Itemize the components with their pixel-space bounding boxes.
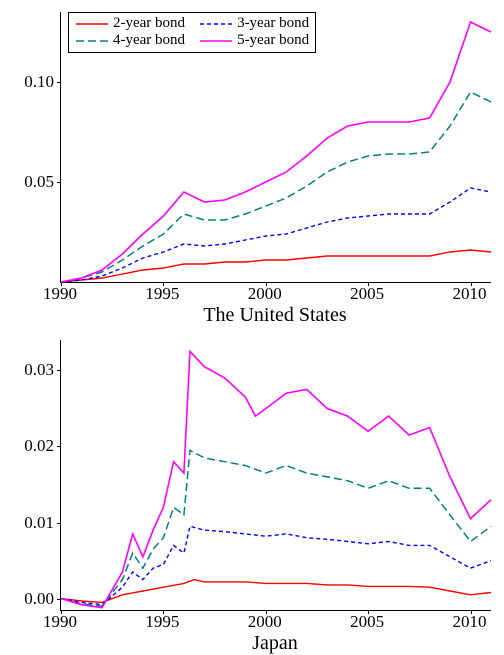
xtick-label: 2005	[350, 610, 384, 632]
xtick-label: 2010	[453, 282, 487, 304]
ytick-label: 0.05	[24, 172, 60, 192]
legend-item: 5-year bond	[199, 32, 309, 49]
legend-item: 2-year bond	[75, 15, 185, 32]
series-line	[61, 526, 491, 604]
ytick-label: 0.01	[24, 513, 60, 533]
ytick-label: 0.10	[24, 72, 60, 92]
legend-swatch-icon	[199, 34, 233, 48]
figure-root: 0.050.1019901995200020052010The United S…	[0, 0, 504, 652]
legend-label: 3-year bond	[237, 15, 309, 32]
legend-item: 4-year bond	[75, 32, 185, 49]
xtick-label: 2005	[350, 282, 384, 304]
ytick-label: 0.03	[24, 360, 60, 380]
series-line	[61, 92, 491, 282]
series-line	[61, 250, 491, 282]
series-line	[61, 188, 491, 282]
legend: 2-year bond 3-year bond 4-year bond 5-year …	[68, 12, 316, 53]
xtick-label: 2000	[248, 282, 282, 304]
xtick-label: 2010	[453, 610, 487, 632]
xtick-label: 2000	[248, 610, 282, 632]
xtick-label: 1995	[145, 282, 179, 304]
ytick-label: 0.02	[24, 436, 60, 456]
legend-label: 4-year bond	[113, 32, 185, 49]
panel-subtitle: The United States	[60, 304, 490, 327]
legend-swatch-icon	[199, 17, 233, 31]
legend-label: 2-year bond	[113, 15, 185, 32]
ytick-label: 0.00	[24, 589, 60, 609]
xtick-label: 1990	[43, 282, 77, 304]
legend-label: 5-year bond	[237, 32, 309, 49]
legend-swatch-icon	[75, 17, 109, 31]
panel-japan: 0.000.010.020.0319901995200020052010Japa…	[60, 340, 490, 610]
legend-swatch-icon	[75, 34, 109, 48]
series-svg	[61, 340, 491, 610]
series-line	[61, 351, 491, 607]
xtick-label: 1990	[43, 610, 77, 632]
legend-item: 3-year bond	[199, 15, 309, 32]
plot-area	[60, 340, 491, 611]
xtick-label: 1995	[145, 610, 179, 632]
